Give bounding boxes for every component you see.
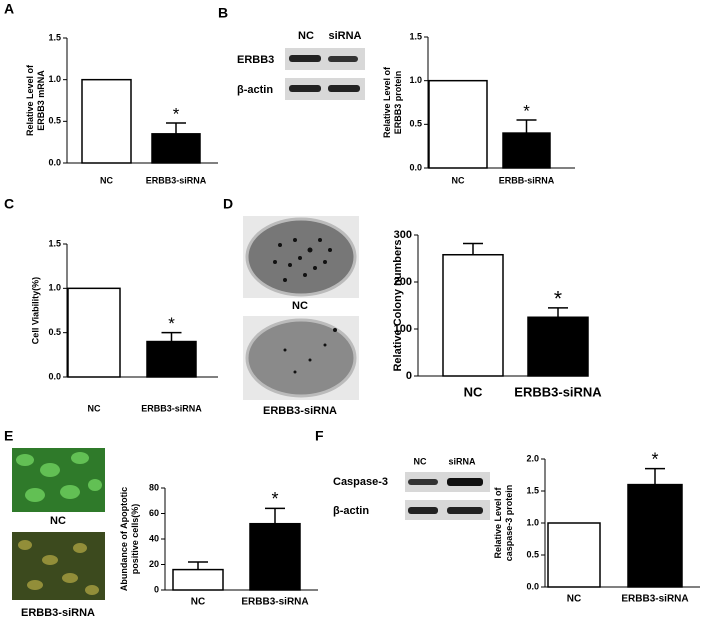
significance-mark: * xyxy=(271,489,278,509)
x-tick-label: ERBB3-siRNA xyxy=(141,403,202,413)
y-tick-label: 1.0 xyxy=(409,75,422,85)
x-tick-label: NC xyxy=(88,403,101,413)
row-label: Caspase-3 xyxy=(333,476,388,488)
row-label: β-actin xyxy=(333,505,369,517)
panel-letter: E xyxy=(4,428,13,444)
bar xyxy=(151,133,201,164)
y-axis-label: Abundance of Apoptotic xyxy=(119,487,129,591)
y-tick-label: 300 xyxy=(394,229,412,241)
y-axis-label: caspase-3 protein xyxy=(504,485,514,562)
error-bar xyxy=(161,331,182,342)
error-bar xyxy=(463,242,483,255)
error-bar xyxy=(516,119,537,134)
y-axis-label: Relative Colony numbers xyxy=(392,239,404,371)
y-axis-label: Relative Level of xyxy=(382,66,392,138)
y-tick-label: 1.5 xyxy=(48,32,61,42)
bar xyxy=(627,483,683,588)
row-label: ERBB3 xyxy=(237,54,274,66)
x-tick-label: ERBB3-siRNA xyxy=(146,175,207,185)
y-axis-label: positive cells(%) xyxy=(130,504,140,575)
x-tick-label: NC xyxy=(191,597,205,608)
y-tick-label: 0.0 xyxy=(409,162,422,172)
image-label: NC xyxy=(50,515,66,527)
significance-mark: * xyxy=(554,287,562,310)
y-axis-label: ERBB3 mRNA xyxy=(36,70,46,131)
lane-label: NC xyxy=(414,456,427,466)
x-tick-label: NC xyxy=(464,384,483,399)
y-tick-label: 1.0 xyxy=(48,74,61,84)
y-tick-label: 0 xyxy=(406,370,412,382)
x-tick-label: ERBB-siRNA xyxy=(499,175,555,185)
x-tick-label: ERBB3-siRNA xyxy=(241,597,308,608)
significance-mark: * xyxy=(651,449,658,469)
y-tick-label: 0.0 xyxy=(526,581,539,591)
western-blot xyxy=(405,472,490,520)
y-tick-label: 0 xyxy=(154,584,159,594)
significance-mark: * xyxy=(523,101,530,120)
cell-image xyxy=(12,448,105,600)
error-bar xyxy=(548,307,568,318)
significance-mark: * xyxy=(173,104,180,123)
panel-letter: A xyxy=(4,1,14,17)
y-tick-label: 0.5 xyxy=(48,327,61,337)
y-tick-label: 60 xyxy=(149,508,159,518)
image-label: ERBB3-siRNA xyxy=(21,607,95,619)
x-tick-label: ERBB3-siRNA xyxy=(514,384,602,399)
bar xyxy=(428,79,488,169)
y-tick-label: 1.5 xyxy=(48,238,61,248)
y-axis-label: Relative Level of xyxy=(25,64,35,136)
y-tick-label: 80 xyxy=(149,482,159,492)
bar xyxy=(502,132,551,169)
x-tick-label: NC xyxy=(452,175,465,185)
y-tick-label: 0.0 xyxy=(48,371,61,381)
y-tick-label: 20 xyxy=(149,559,159,569)
y-tick-label: 40 xyxy=(149,533,159,543)
error-bar xyxy=(645,467,665,485)
y-tick-label: 1.0 xyxy=(48,283,61,293)
y-tick-label: 100 xyxy=(394,323,412,335)
y-tick-label: 0.5 xyxy=(409,119,422,129)
y-axis-label: Cell Viability(%) xyxy=(30,277,40,344)
error-bar xyxy=(265,507,285,524)
error-bar xyxy=(188,561,208,570)
image-label: NC xyxy=(292,300,308,312)
panel-letter: C xyxy=(4,196,14,212)
lane-label: siRNA xyxy=(328,30,361,42)
y-tick-label: 0.0 xyxy=(48,157,61,167)
panel-letter: D xyxy=(223,196,233,212)
panel-letter: F xyxy=(315,428,324,444)
x-tick-label: NC xyxy=(100,175,113,185)
x-tick-label: NC xyxy=(567,594,581,605)
bar xyxy=(249,522,301,591)
y-tick-label: 2.0 xyxy=(526,453,539,463)
bar xyxy=(172,568,224,591)
error-bar xyxy=(166,122,186,134)
y-tick-label: 200 xyxy=(394,276,412,288)
y-tick-label: 0.5 xyxy=(526,549,539,559)
x-tick-label: ERBB3-siRNA xyxy=(621,594,688,605)
colony-image xyxy=(243,216,359,400)
y-axis-label: Relative Level of xyxy=(493,486,503,558)
bar xyxy=(442,253,504,377)
bar xyxy=(146,340,197,378)
bar xyxy=(547,522,601,588)
lane-label: NC xyxy=(298,30,314,42)
bar xyxy=(527,316,589,377)
significance-mark: * xyxy=(168,314,175,333)
panel-letter: B xyxy=(218,5,228,21)
y-axis-label: ERBB3 protein xyxy=(393,71,403,135)
bar xyxy=(81,78,132,164)
bar xyxy=(67,287,121,378)
row-label: β-actin xyxy=(237,84,273,96)
y-tick-label: 1.5 xyxy=(409,31,422,41)
y-tick-label: 1.0 xyxy=(526,517,539,527)
image-label: ERBB3-siRNA xyxy=(263,405,337,417)
lane-label: siRNA xyxy=(448,456,476,466)
y-tick-label: 1.5 xyxy=(526,485,539,495)
western-blot xyxy=(285,48,365,100)
y-tick-label: 0.5 xyxy=(48,116,61,126)
